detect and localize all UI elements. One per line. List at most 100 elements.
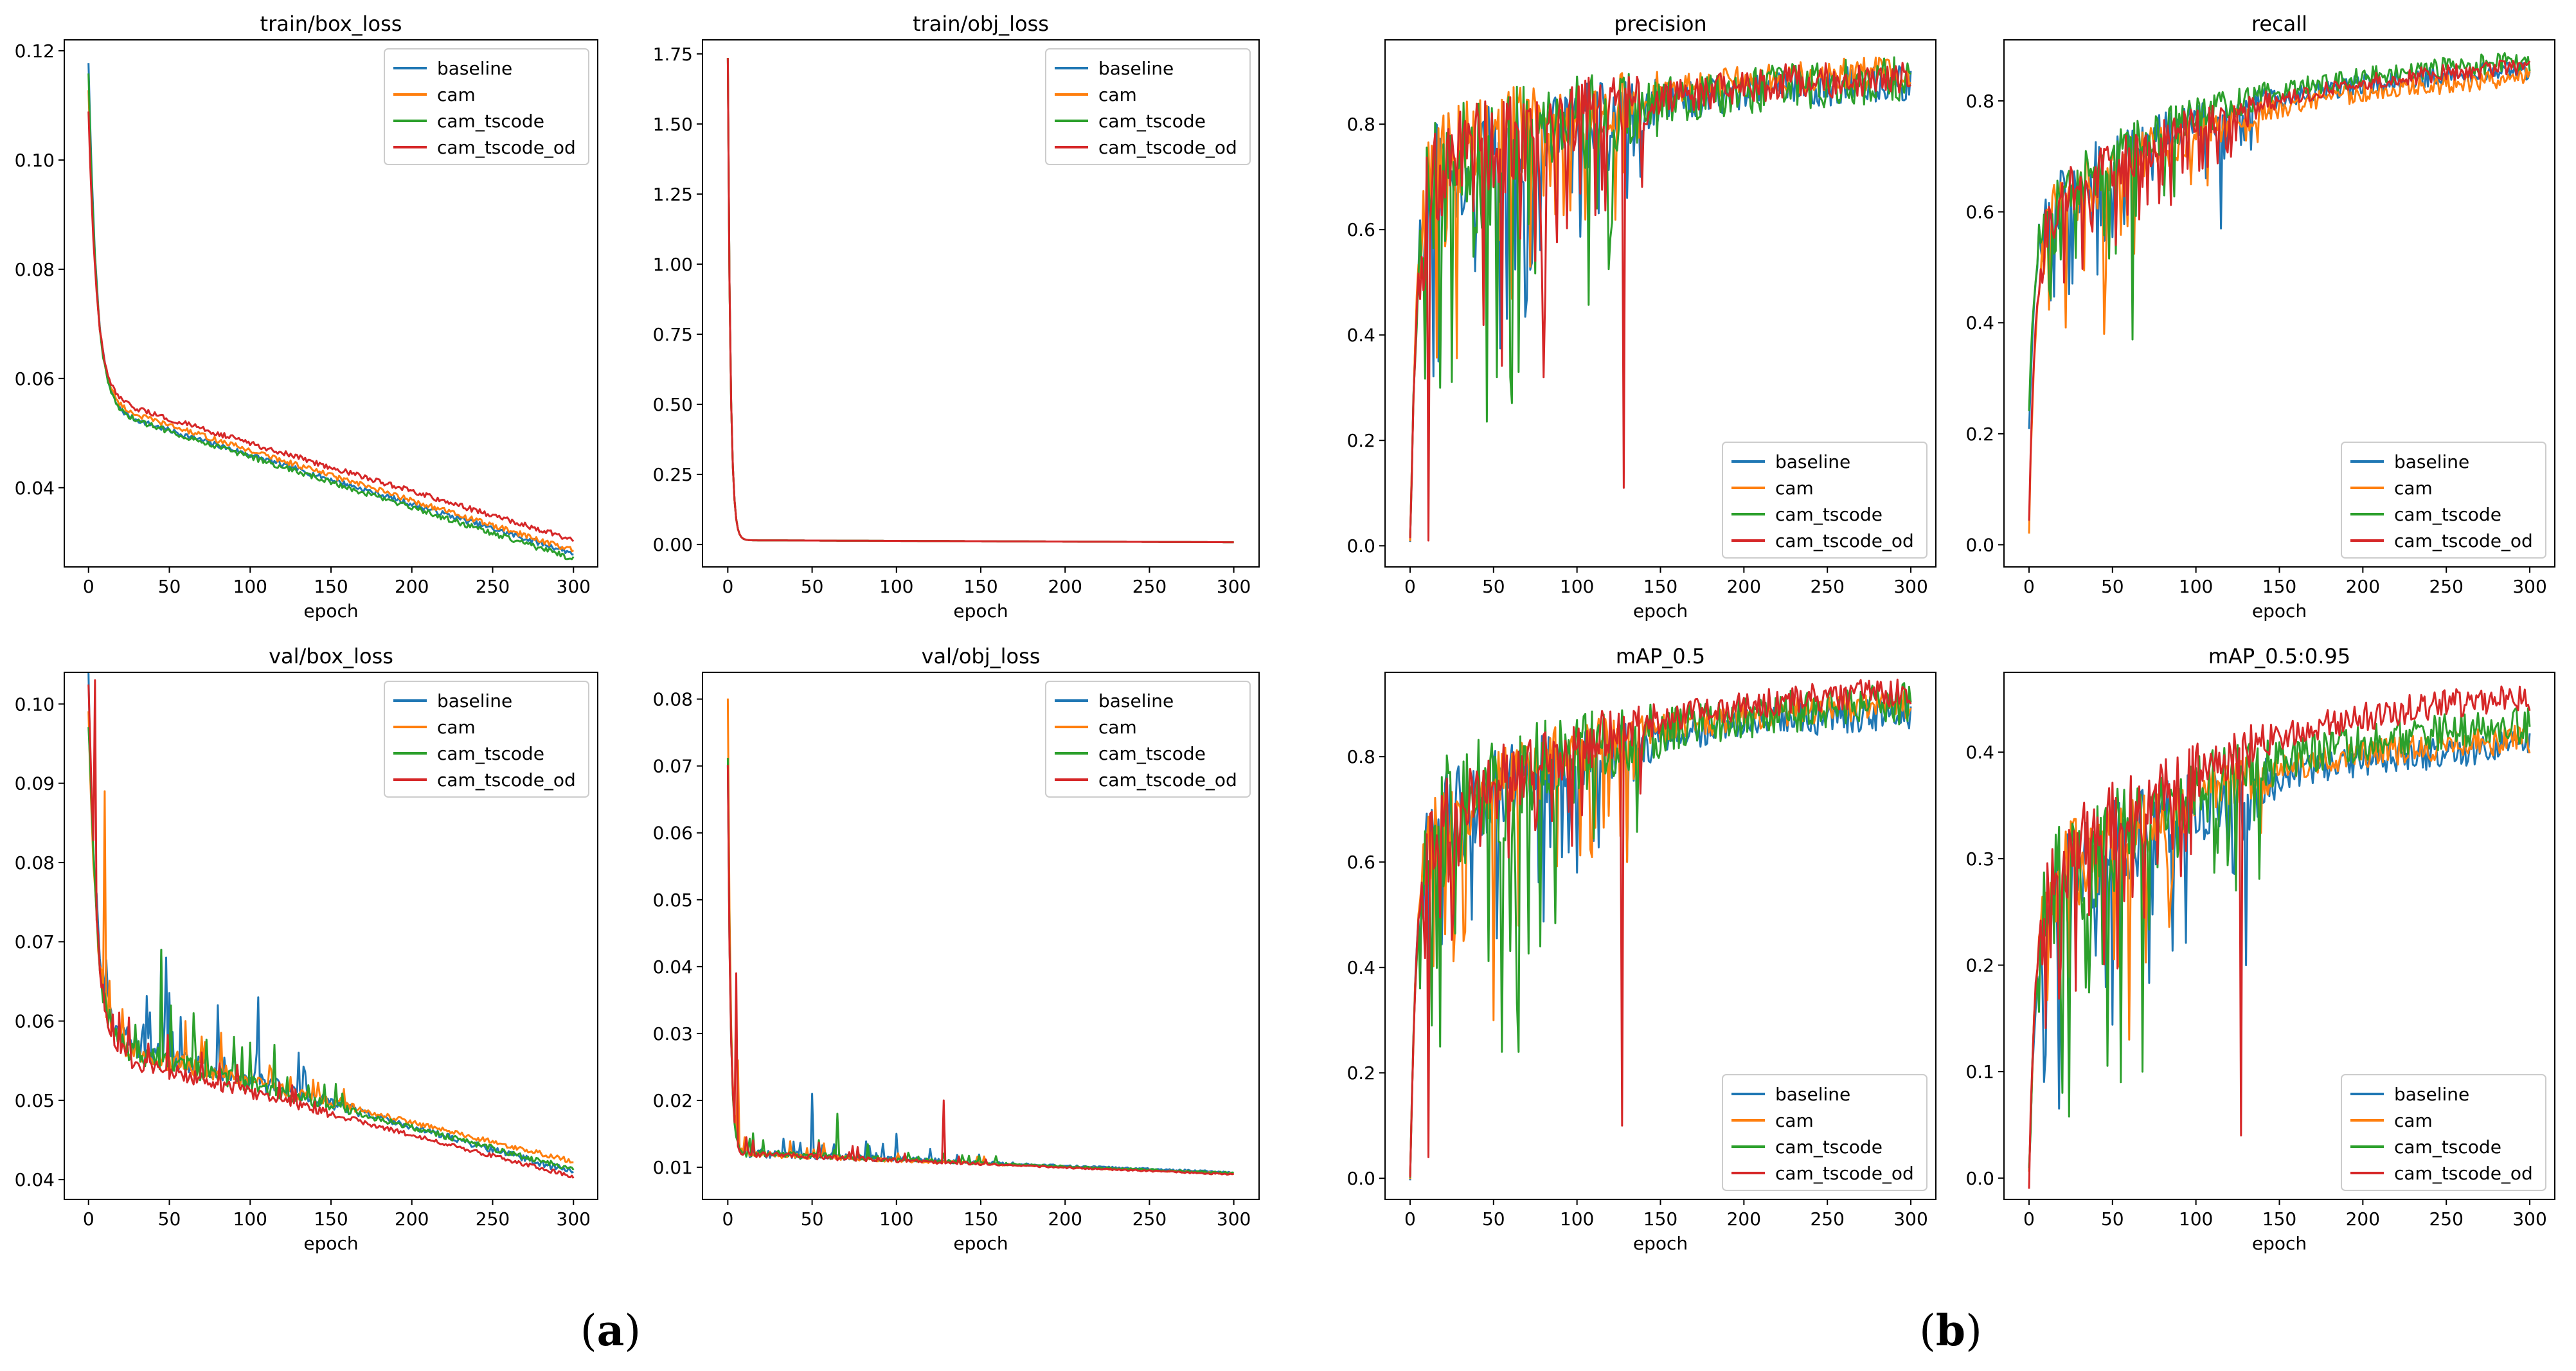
- series-line-cam_tscode_od: [726, 765, 1234, 1176]
- x-tick-label: 100: [233, 1208, 267, 1230]
- series-line-cam_tscode_od: [1409, 62, 1911, 542]
- chart-train-obj-loss: train/obj_loss 0 50 100 150 200 250 300 0.00 0.25…: [653, 12, 1260, 622]
- x-tick-label: 150: [1643, 1208, 1677, 1230]
- x-tick-label: 300: [1217, 1208, 1251, 1230]
- legend-label-cam_tscode_od: cam_tscode_od: [2394, 1163, 2533, 1184]
- x-tick-label: 50: [2101, 576, 2124, 597]
- axes-frame: [702, 672, 1260, 1200]
- x-tick-label: 0: [1404, 576, 1416, 597]
- legend-label-baseline: baseline: [2394, 451, 2469, 472]
- x-tick-label: 200: [2346, 576, 2380, 597]
- y-tick-label: 0.0: [1965, 1168, 1994, 1189]
- y-tick-label: 0.6: [1346, 852, 1375, 873]
- series-line-baseline: [87, 672, 574, 1174]
- x-axis-label: epoch: [303, 1233, 358, 1254]
- y-tick-label: 1.75: [653, 44, 693, 65]
- y-tick-label: 0.0: [1346, 535, 1375, 557]
- x-tick-label: 0: [722, 576, 733, 597]
- legend-label-cam_tscode: cam_tscode: [1775, 1136, 1883, 1158]
- legend-frame: [1045, 48, 1251, 165]
- series-line-cam: [2028, 67, 2531, 534]
- y-tick-label: 0.4: [1346, 957, 1375, 978]
- legend-label-cam_tscode_od: cam_tscode_od: [1775, 1163, 1914, 1184]
- legend-label-baseline: baseline: [437, 58, 512, 79]
- legend: baseline cam cam_tscode cam_tscode_od: [1722, 1074, 1928, 1191]
- x-tick-label: 0: [83, 576, 94, 597]
- x-tick-label: 250: [1810, 576, 1844, 597]
- legend-frame: [2341, 442, 2546, 559]
- series-line-cam: [87, 90, 575, 553]
- x-axis-label: epoch: [2252, 600, 2307, 622]
- y-tick-label: 0.08: [653, 689, 693, 710]
- legend-label-baseline: baseline: [1098, 58, 1174, 79]
- x-tick-label: 200: [1727, 1208, 1761, 1230]
- x-tick-label: 50: [801, 576, 824, 597]
- legend: baseline cam cam_tscode cam_tscode_od: [2341, 1074, 2546, 1191]
- series-line-baseline: [2028, 731, 2531, 1172]
- x-tick-label: 150: [1643, 576, 1677, 597]
- x-tick-label: 200: [395, 1208, 429, 1230]
- y-tick-label: 0.09: [15, 773, 55, 794]
- y-tick-label: 0.01: [653, 1157, 693, 1178]
- chart-title: val/box_loss: [269, 644, 393, 668]
- chart-title: mAP_0.5: [1616, 644, 1705, 668]
- legend-label-cam: cam: [1775, 1110, 1814, 1131]
- series-line-cam_tscode_od: [87, 111, 575, 542]
- x-tick-label: 150: [2262, 576, 2296, 597]
- x-tick-label: 300: [557, 576, 591, 597]
- x-tick-label: 100: [1560, 576, 1594, 597]
- legend: baseline cam cam_tscode cam_tscode_od: [384, 48, 589, 165]
- chart-precision: precision 0 50 100 150 200 250 300 0.0 0.2 0.4 0.6 0…: [1346, 12, 1936, 622]
- y-tick-label: 0.8: [1346, 746, 1375, 767]
- y-tick-label: 0.50: [653, 394, 693, 415]
- chart-title: train/box_loss: [260, 12, 402, 36]
- legend: baseline cam cam_tscode cam_tscode_od: [1045, 48, 1251, 165]
- series-line-cam_tscode: [2028, 706, 2531, 1169]
- x-tick-label: 200: [1048, 1208, 1082, 1230]
- axes-frame: [702, 39, 1260, 568]
- y-tick-label: 0.25: [653, 464, 693, 485]
- legend-label-baseline: baseline: [1098, 690, 1174, 712]
- x-tick-label: 0: [2023, 576, 2035, 597]
- y-tick-label: 0.12: [15, 40, 55, 62]
- legend-label-cam_tscode_od: cam_tscode_od: [437, 769, 576, 791]
- legend-label-cam_tscode: cam_tscode: [1775, 504, 1883, 525]
- y-tick-label: 0.10: [15, 150, 55, 171]
- x-tick-label: 200: [1727, 576, 1761, 597]
- x-tick-label: 100: [1560, 1208, 1594, 1230]
- series-line-cam_tscode_od: [2028, 685, 2531, 1189]
- legend-label-cam: cam: [2394, 1110, 2433, 1131]
- x-tick-label: 250: [476, 1208, 510, 1230]
- y-tick-label: 0.2: [1346, 1062, 1375, 1084]
- x-axis-label: epoch: [303, 600, 358, 622]
- x-tick-label: 200: [2346, 1208, 2380, 1230]
- x-tick-label: 100: [879, 1208, 913, 1230]
- x-tick-label: 250: [1810, 1208, 1844, 1230]
- legend: baseline cam cam_tscode cam_tscode_od: [384, 681, 589, 798]
- x-tick-label: 50: [2101, 1208, 2124, 1230]
- chart-map-05-095: mAP_0.5:0.95 0 50 100 150 200 250 300 0.0 0.1 0.2 0…: [1965, 644, 2555, 1254]
- y-tick-label: 0.03: [653, 1023, 693, 1044]
- legend-label-baseline: baseline: [437, 690, 512, 712]
- y-tick-label: 0.06: [15, 368, 55, 390]
- y-tick-label: 1.25: [653, 184, 693, 205]
- legend-label-cam_tscode: cam_tscode: [2394, 1136, 2501, 1158]
- axes-frame: [1384, 672, 1936, 1200]
- chart-title: val/obj_loss: [922, 644, 1041, 668]
- legend-label-cam: cam: [1775, 478, 1814, 499]
- legend-label-cam_tscode: cam_tscode: [2394, 504, 2501, 525]
- chart-title: mAP_0.5:0.95: [2208, 644, 2350, 668]
- y-tick-label: 0.6: [1965, 202, 1994, 223]
- legend-label-cam_tscode: cam_tscode: [1098, 111, 1206, 132]
- series-layer: [1409, 56, 1912, 542]
- y-tick-label: 0.08: [15, 259, 55, 280]
- legend-label-cam_tscode: cam_tscode: [437, 111, 544, 132]
- y-tick-label: 0.2: [1965, 955, 1994, 976]
- x-tick-label: 250: [2429, 576, 2463, 597]
- y-tick-label: 0.07: [15, 931, 55, 953]
- legend-label-cam_tscode: cam_tscode: [1098, 743, 1206, 764]
- legend-label-cam: cam: [1098, 717, 1137, 738]
- series-line-cam: [2028, 724, 2531, 1172]
- y-tick-label: 0.0: [1346, 1168, 1375, 1189]
